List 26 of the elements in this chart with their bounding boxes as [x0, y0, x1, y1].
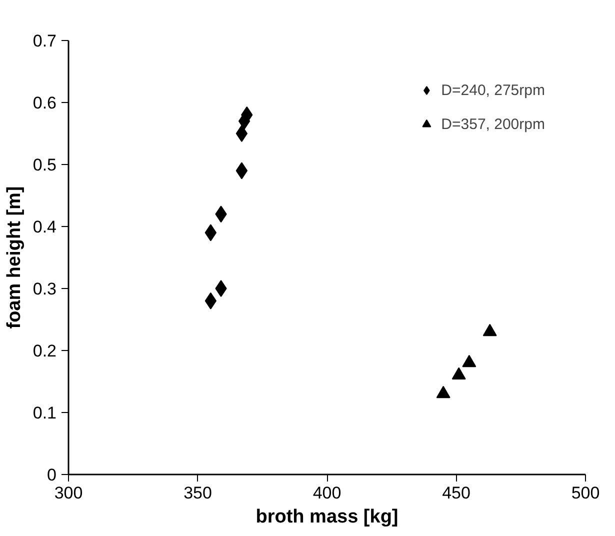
y-tick-label: 0.7 — [32, 32, 57, 50]
point — [204, 292, 217, 310]
y-tick-label: 0.2 — [32, 342, 57, 360]
y-tick-label: 0.3 — [32, 280, 57, 298]
y-tick-label: 0.6 — [32, 94, 57, 112]
point — [452, 367, 466, 380]
x-tick-label: 300 — [54, 484, 83, 502]
x-tick-label: 400 — [312, 484, 342, 502]
y-tick-label: 0 — [47, 466, 57, 484]
x-tick-label: 350 — [184, 484, 212, 502]
point — [436, 386, 450, 398]
y-axis-title: foam height [m] — [4, 186, 25, 329]
x-tick-label: 450 — [442, 484, 470, 502]
y-tick-label: 0.4 — [32, 218, 57, 236]
point — [236, 162, 248, 180]
y-tick-label: 0.5 — [32, 156, 57, 174]
x-axis-title: broth mass [kg] — [256, 506, 398, 528]
x-tick-label: 500 — [571, 484, 600, 502]
point — [236, 125, 248, 142]
point — [204, 224, 217, 242]
point — [482, 324, 497, 336]
point — [462, 354, 476, 368]
point — [215, 280, 227, 297]
legend-label: D=357, 200rpm — [441, 116, 545, 132]
y-tick-label: 0.1 — [32, 404, 57, 422]
legend-label: D=240, 275rpm — [441, 82, 545, 98]
